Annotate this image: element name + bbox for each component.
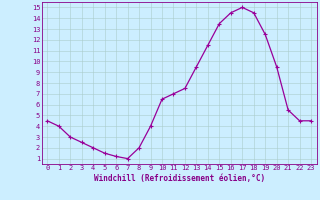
X-axis label: Windchill (Refroidissement éolien,°C): Windchill (Refroidissement éolien,°C): [94, 174, 265, 183]
